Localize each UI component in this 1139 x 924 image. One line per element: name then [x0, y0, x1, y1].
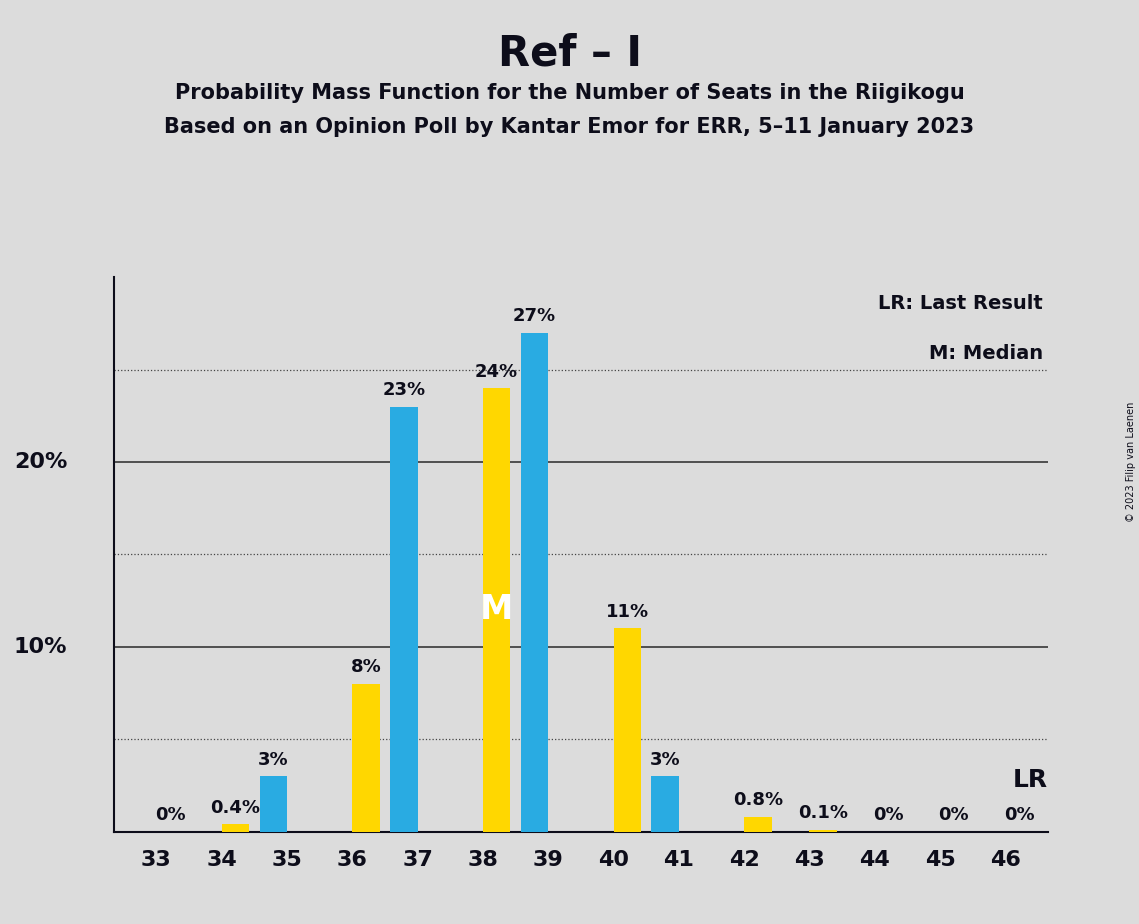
Text: M: Median: M: Median [929, 344, 1043, 363]
Text: 0.1%: 0.1% [798, 805, 849, 822]
Text: M: M [480, 593, 514, 626]
Text: 0%: 0% [155, 807, 186, 824]
Text: © 2023 Filip van Laenen: © 2023 Filip van Laenen [1126, 402, 1136, 522]
Bar [483, 388, 510, 832]
Bar [614, 628, 641, 832]
Text: 3%: 3% [650, 751, 680, 769]
Text: 0%: 0% [939, 807, 969, 824]
Bar [652, 776, 679, 832]
Bar [260, 776, 287, 832]
Text: 20%: 20% [14, 452, 67, 472]
Text: 23%: 23% [383, 382, 426, 399]
Bar [352, 684, 379, 832]
Text: 10%: 10% [14, 637, 67, 657]
Bar [521, 333, 548, 832]
Text: 8%: 8% [351, 659, 382, 676]
Text: Ref – I: Ref – I [498, 32, 641, 74]
Text: 24%: 24% [475, 363, 518, 381]
Text: Based on an Opinion Poll by Kantar Emor for ERR, 5–11 January 2023: Based on an Opinion Poll by Kantar Emor … [164, 117, 975, 138]
Text: 0%: 0% [874, 807, 904, 824]
Text: LR: Last Result: LR: Last Result [878, 294, 1043, 313]
Text: LR: LR [1013, 768, 1048, 792]
Text: 27%: 27% [513, 308, 556, 325]
Text: 0.4%: 0.4% [211, 799, 261, 817]
Text: Probability Mass Function for the Number of Seats in the Riigikogu: Probability Mass Function for the Number… [174, 83, 965, 103]
Text: 3%: 3% [257, 751, 288, 769]
Text: 11%: 11% [606, 603, 649, 621]
Bar [810, 830, 837, 832]
Text: 0.8%: 0.8% [732, 792, 782, 809]
Text: 0%: 0% [1003, 807, 1034, 824]
Bar [744, 817, 771, 832]
Bar [391, 407, 418, 832]
Bar [222, 824, 249, 832]
